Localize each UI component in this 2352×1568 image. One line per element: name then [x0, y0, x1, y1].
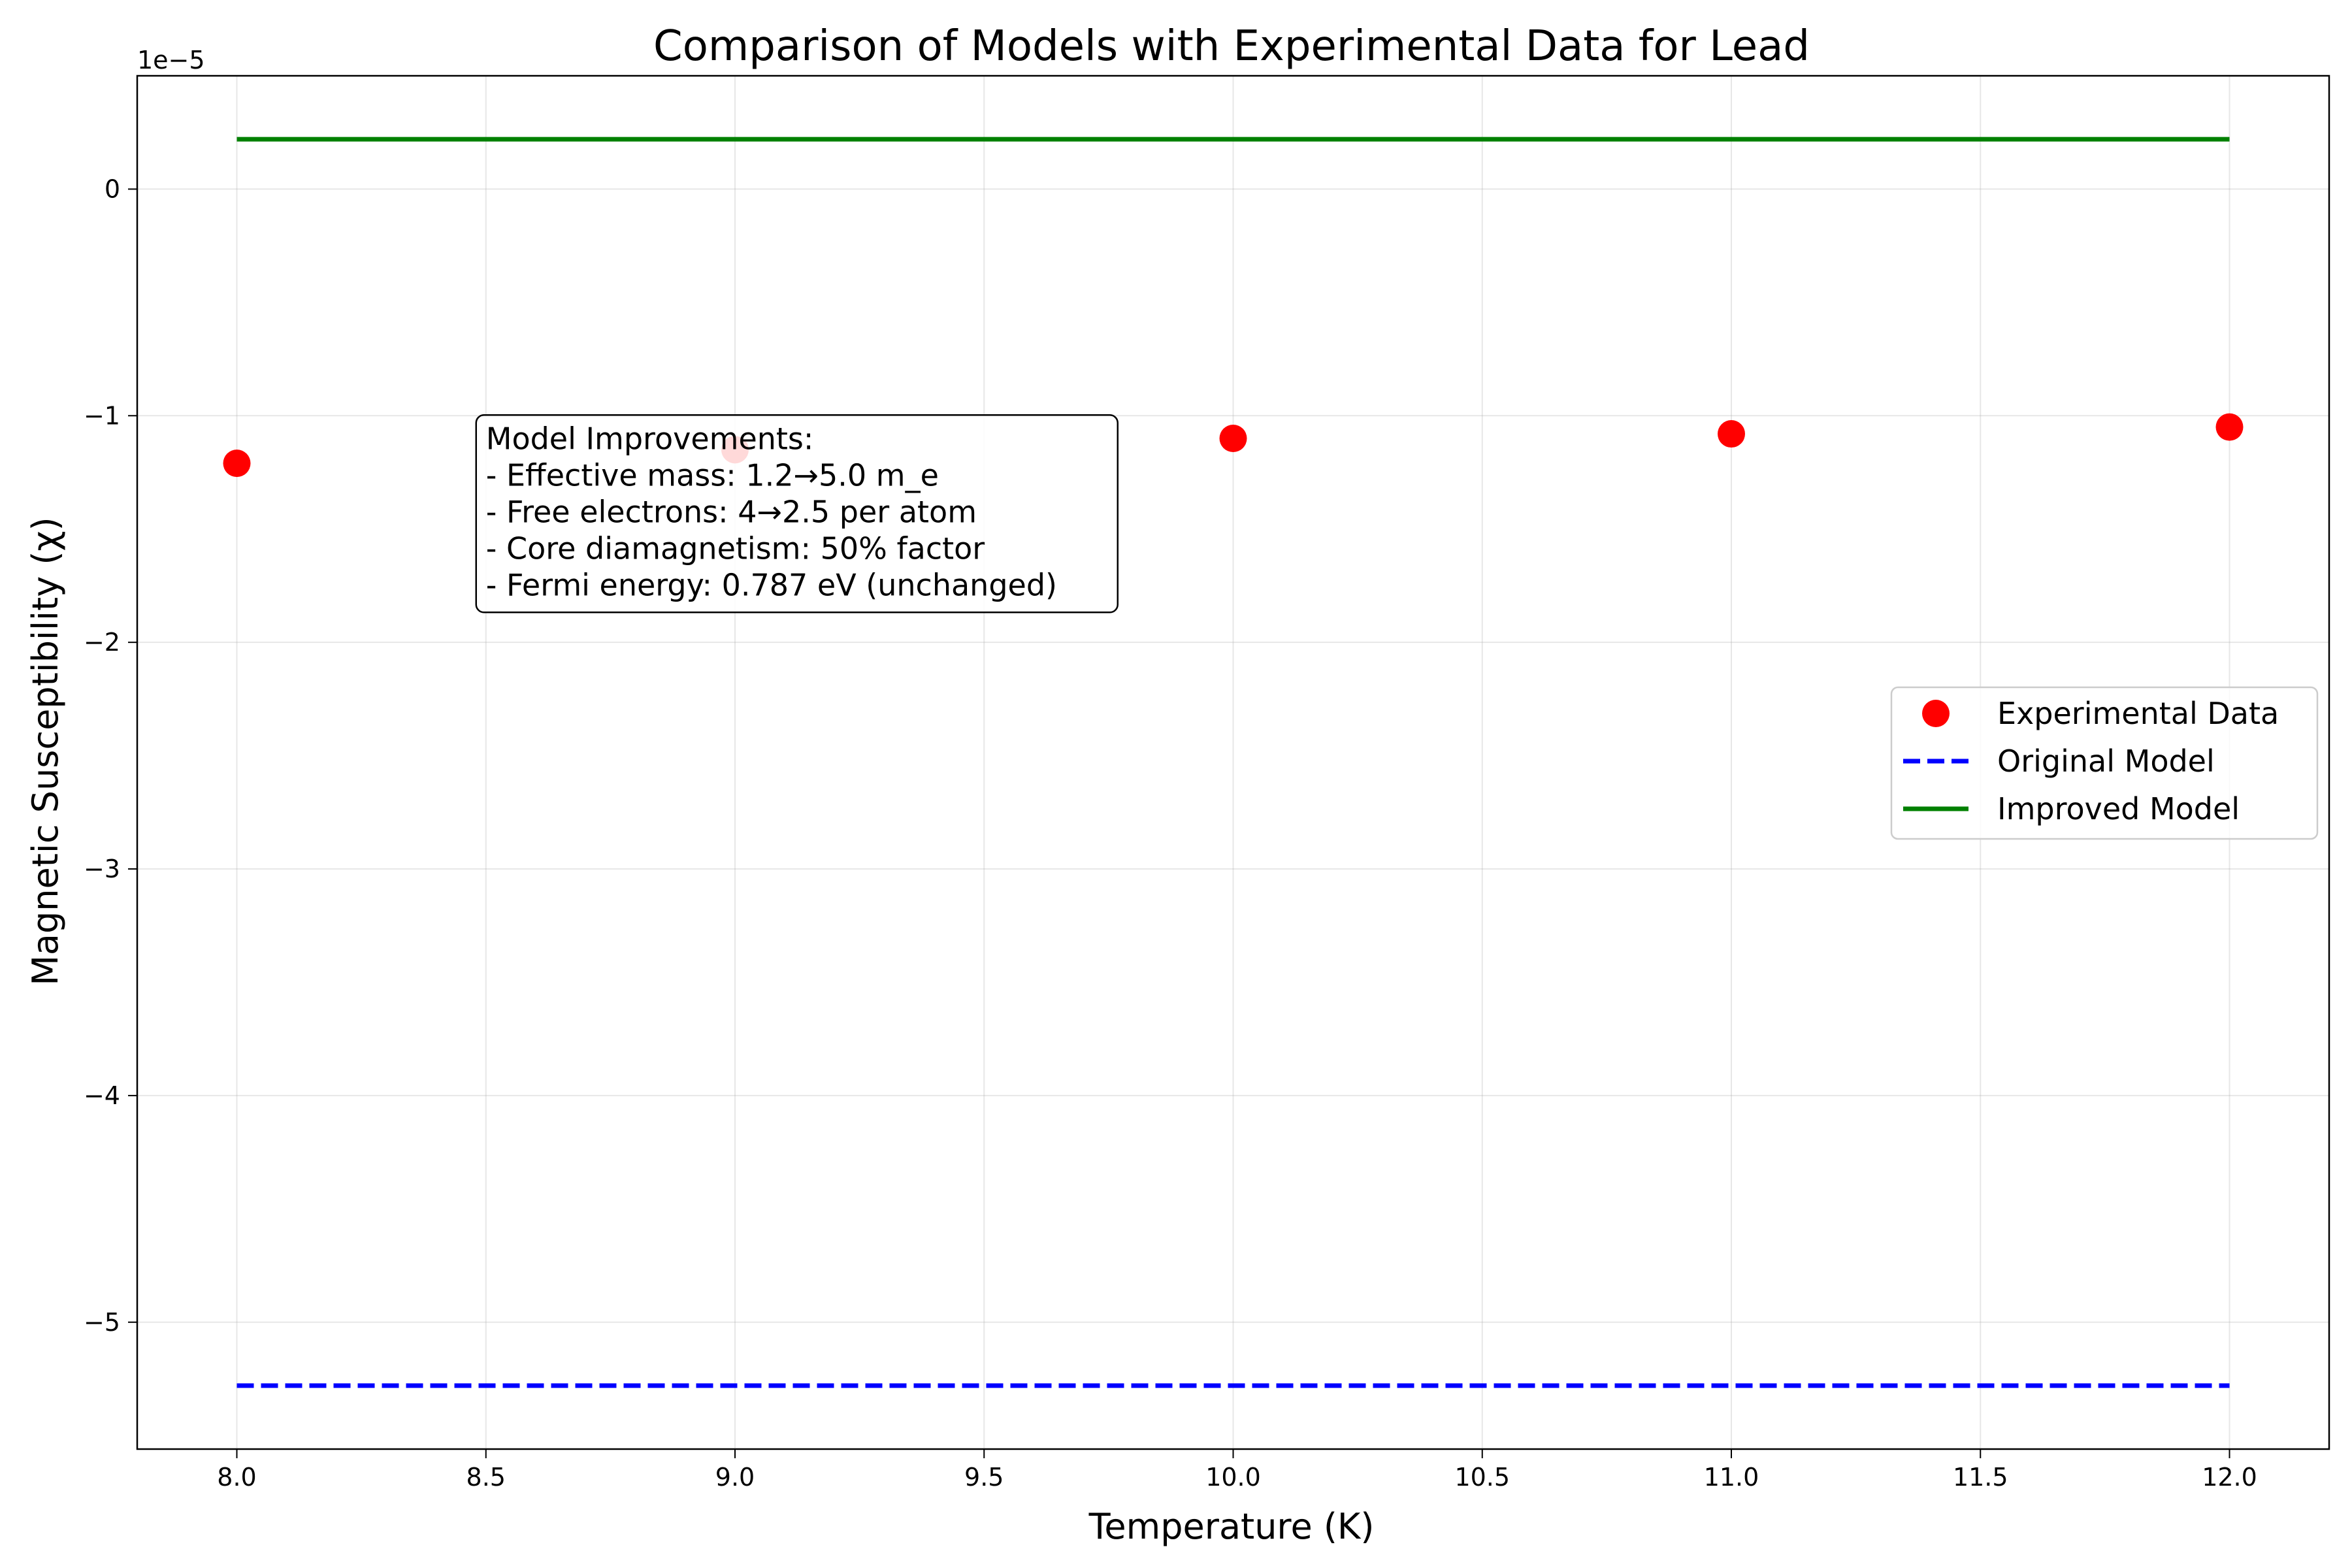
y-tick-label: −2	[84, 628, 120, 657]
chart-title: Comparison of Models with Experimental D…	[653, 22, 1810, 71]
grid	[137, 76, 2329, 1449]
y-tick-label: −1	[84, 401, 120, 430]
annotation-line: - Core diamagnetism: 50% factor	[486, 531, 985, 566]
x-tick-label: 10.5	[1454, 1463, 1510, 1492]
legend-label: Experimental Data	[1997, 696, 2279, 731]
annotation-line: - Effective mass: 1.2→5.0 m_e	[486, 457, 939, 493]
x-tick-label: 12.0	[2202, 1463, 2257, 1492]
y-axis-label: Magnetic Susceptibility (χ)	[25, 517, 66, 985]
legend-label: Original Model	[1997, 743, 2215, 779]
experimental-data-point	[1219, 424, 1247, 452]
x-axis-label: Temperature (K)	[1088, 1506, 1375, 1547]
y-tick-label: −4	[84, 1081, 120, 1110]
annotation-line: - Free electrons: 4→2.5 per atom	[486, 494, 977, 529]
series-layer	[223, 137, 2244, 1388]
legend-marker-experimental-data	[1922, 700, 1950, 727]
annotation-background	[475, 414, 1119, 613]
y-tick-label: 0	[105, 174, 120, 203]
y-offset-label: 1e−5	[137, 46, 205, 74]
x-axis: 8.0 8.5 9.0 9.5 10.0 10.5 11.0 11.5 12.0	[217, 1449, 2257, 1492]
annotation-box: Model Improvements:- Effective mass: 1.2…	[475, 414, 1119, 613]
x-tick-label: 8.0	[217, 1463, 256, 1492]
x-tick-label: 11.0	[1704, 1463, 1759, 1492]
experimental-data-point	[2215, 413, 2244, 441]
x-tick-label: 9.5	[964, 1463, 1004, 1492]
x-tick-label: 10.0	[1205, 1463, 1261, 1492]
legend-frame	[1890, 686, 2319, 840]
x-tick-label: 8.5	[466, 1463, 506, 1492]
y-tick-label: −3	[84, 855, 120, 883]
legend: Experimental Data Original Model Improved …	[1890, 686, 2319, 840]
legend-label: Improved Model	[1997, 791, 2240, 826]
y-tick-label: −5	[84, 1308, 120, 1337]
experimental-data-point	[223, 449, 251, 478]
x-tick-label: 11.5	[1953, 1463, 2008, 1492]
annotation-line: - Fermi energy: 0.787 eV (unchanged)	[486, 567, 1057, 602]
annotation-line: Model Improvements:	[486, 421, 814, 456]
experimental-data-point	[1718, 420, 1745, 448]
x-tick-label: 9.0	[715, 1463, 755, 1492]
y-axis: 0 −1 −2 −3 −4 −5	[84, 174, 137, 1337]
